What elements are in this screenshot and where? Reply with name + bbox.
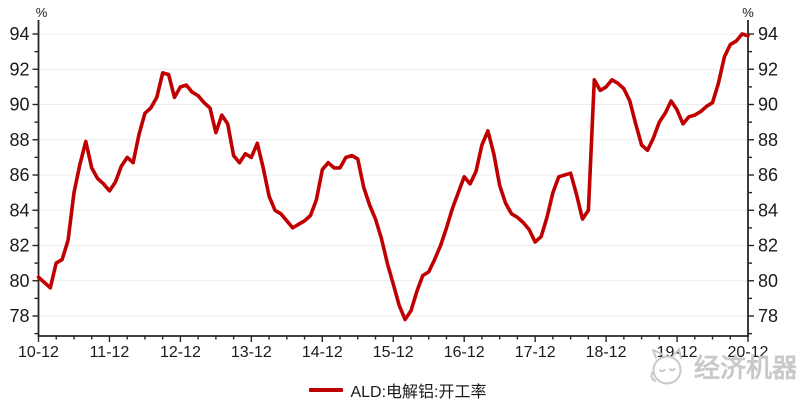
x-axis-label: 16-12 bbox=[444, 344, 485, 361]
x-axis-label: 19-12 bbox=[657, 344, 698, 361]
y-axis-label-left: 86 bbox=[9, 165, 29, 185]
y-axis-label-right: 94 bbox=[758, 24, 778, 44]
data-series-line bbox=[36, 32, 750, 322]
y-axis-label-left: 80 bbox=[9, 271, 29, 291]
legend-line-swatch bbox=[309, 388, 344, 392]
legend-label: ALD:电解铝:开工率 bbox=[350, 384, 487, 401]
x-axis-label: 12-12 bbox=[160, 344, 201, 361]
x-axis-label: 15-12 bbox=[373, 344, 414, 361]
x-axis-label: 13-12 bbox=[231, 344, 272, 361]
x-axis-label: 11-12 bbox=[90, 344, 130, 361]
y-axis-label-left: 90 bbox=[9, 95, 29, 115]
y-axis-label-right: 88 bbox=[758, 130, 778, 150]
y-axis-label-left: 84 bbox=[9, 200, 29, 220]
y-axis-label-right: 90 bbox=[758, 95, 778, 115]
y-unit-label-left: % bbox=[36, 5, 48, 20]
y-axis-label-right: 86 bbox=[758, 165, 778, 185]
x-axis-label: 17-12 bbox=[515, 344, 556, 361]
y-unit-label-right: % bbox=[742, 5, 754, 20]
y-axis-label-right: 84 bbox=[758, 200, 778, 220]
y-axis-label-left: 82 bbox=[9, 236, 29, 256]
y-axis-label-left: 78 bbox=[9, 306, 29, 326]
y-axis-label-right: 80 bbox=[758, 271, 778, 291]
x-axis-label: 10-12 bbox=[18, 344, 59, 361]
x-axis-label: 14-12 bbox=[302, 344, 343, 361]
x-axis-label: 20-12 bbox=[728, 344, 769, 361]
y-axis-label-left: 88 bbox=[9, 130, 29, 150]
y-axis-label-left: 92 bbox=[9, 59, 29, 79]
y-axis-label-right: 78 bbox=[758, 306, 778, 326]
y-axis-label-right: 92 bbox=[758, 59, 778, 79]
chart-legend: ALD:电解铝:开工率 bbox=[0, 379, 796, 401]
y-axis-label-right: 82 bbox=[758, 236, 778, 256]
x-axis-label: 18-12 bbox=[586, 344, 627, 361]
y-axis-label-left: 94 bbox=[9, 24, 29, 44]
